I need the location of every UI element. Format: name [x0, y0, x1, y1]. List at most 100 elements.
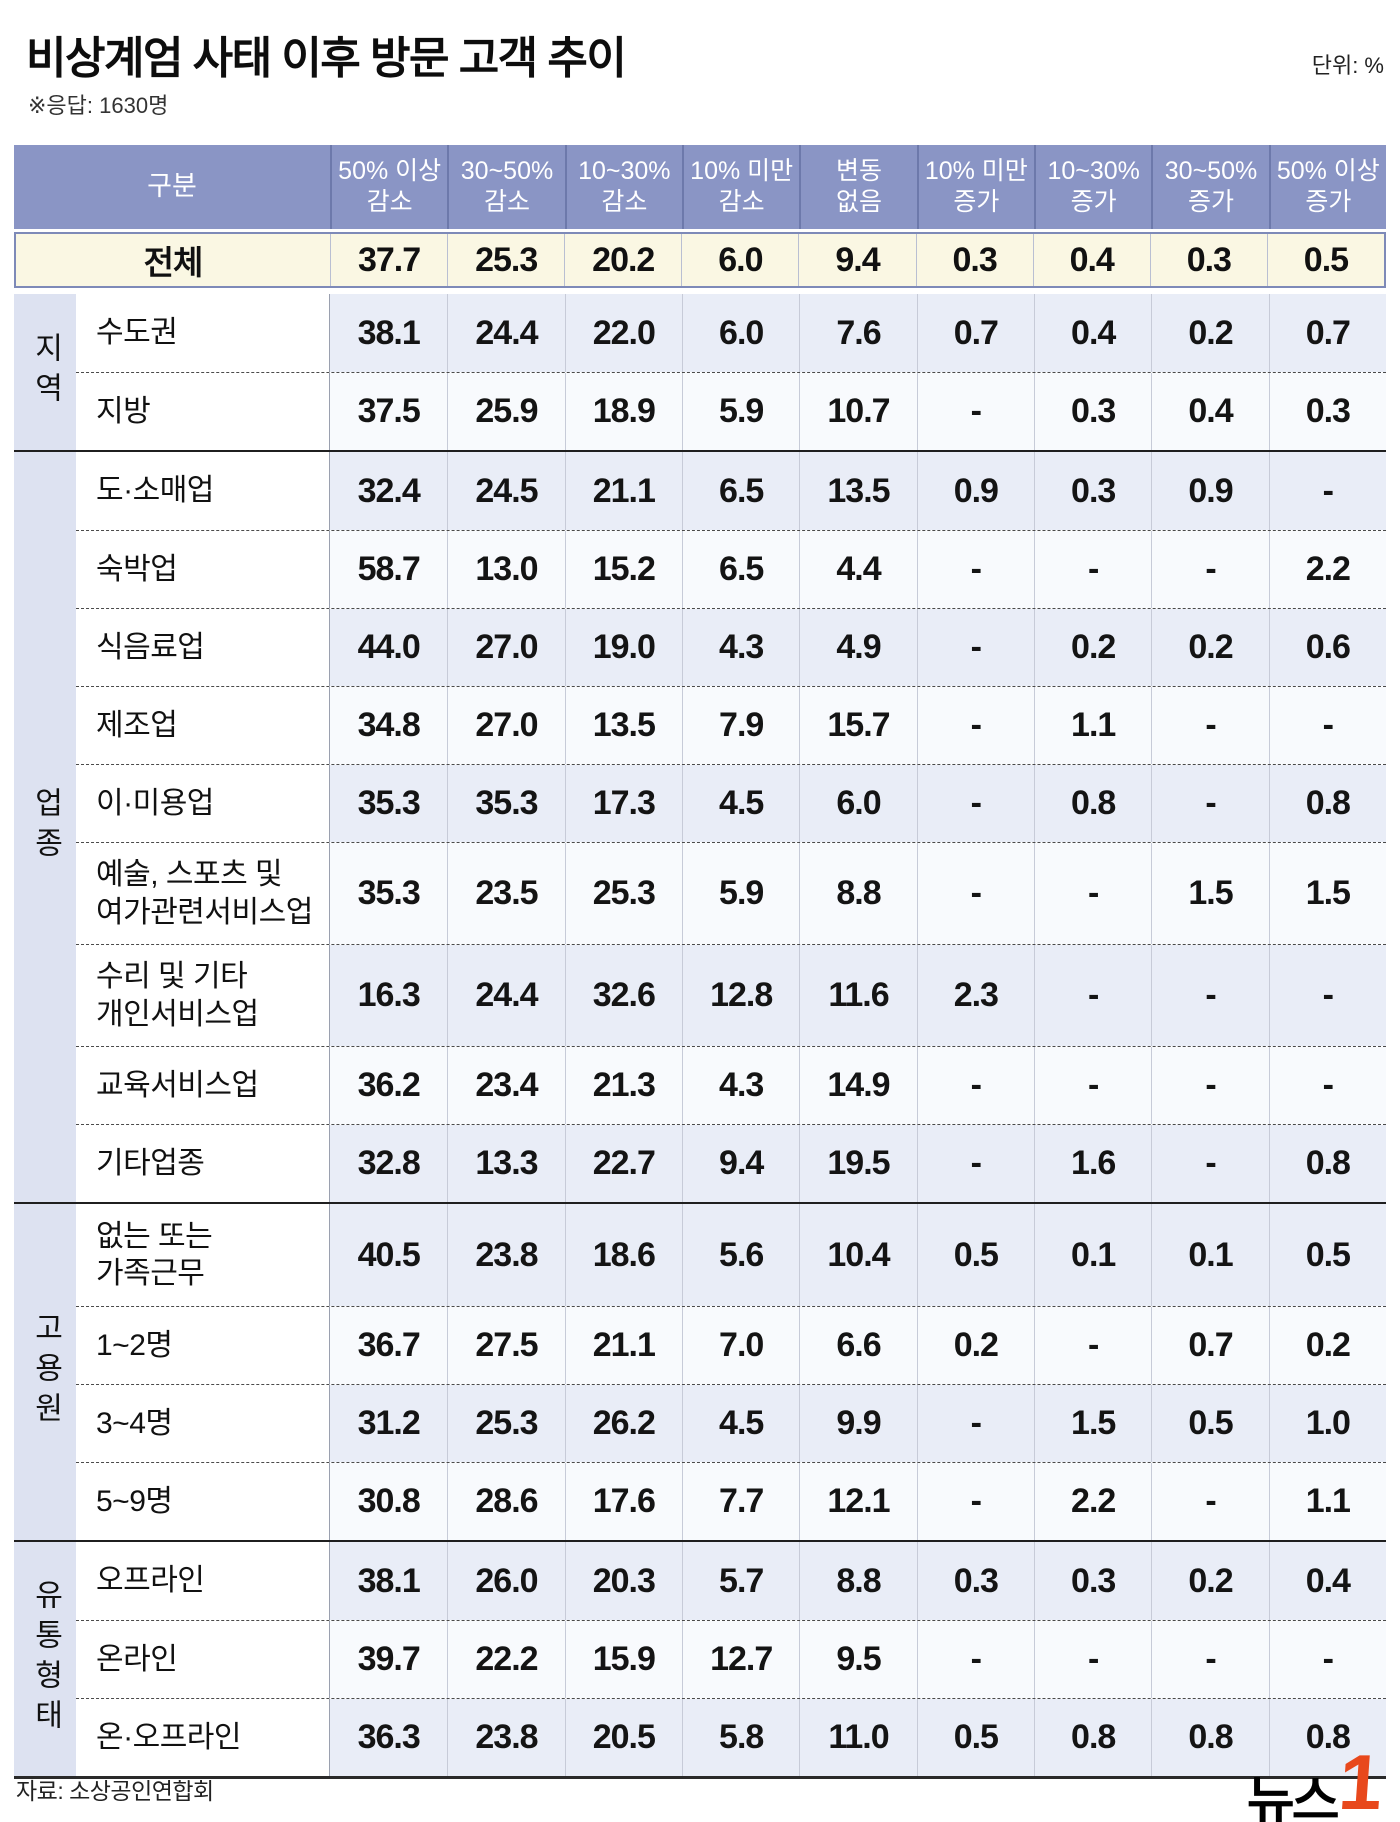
value-cell: 1.1 — [1268, 1463, 1386, 1540]
value-cell: 6.5 — [682, 531, 800, 608]
row-label: 제조업 — [76, 687, 330, 764]
group-rows: 오프라인 38.1 26.0 20.3 5.7 8.8 0.3 0.3 0.2 0.4 온라인 39.… — [76, 1542, 1386, 1776]
value-cell: 1.5 — [1268, 843, 1386, 944]
value-cell: - — [1268, 452, 1386, 530]
row-label: 예술, 스포츠 및 여가관련서비스업 — [76, 843, 330, 944]
row-label: 5~9명 — [76, 1463, 330, 1540]
value-cell: 8.8 — [799, 843, 917, 944]
value-cell: 23.5 — [447, 843, 565, 944]
value-cell: 0.6 — [1268, 609, 1386, 686]
value-cell: 26.2 — [564, 1385, 682, 1462]
value-cell: 0.5 — [1151, 1385, 1269, 1462]
total-value-cell: 0.3 — [915, 234, 1033, 286]
value-cell: 13.0 — [447, 531, 565, 608]
header-corner-cell: 구분 — [147, 171, 197, 202]
value-cell: 27.5 — [447, 1307, 565, 1384]
value-cell: 0.4 — [1034, 294, 1152, 372]
header-cell: 50% 이상 감소 — [330, 145, 447, 229]
value-cell: 5.6 — [682, 1204, 800, 1306]
table-group: 지역 수도권 38.1 24.4 22.0 6.0 7.6 0.7 0.4 0.2 0.7 지방 37.… — [14, 294, 1386, 450]
table-group: 유통형태 오프라인 38.1 26.0 20.3 5.7 8.8 0.3 0.3 0.2 0.4 온라… — [14, 1540, 1386, 1779]
row-label: 1~2명 — [76, 1307, 330, 1384]
value-cell: 0.2 — [1034, 609, 1152, 686]
respondents-note: ※응답: 1630명 — [28, 93, 169, 118]
value-cell: 24.4 — [447, 945, 565, 1046]
value-cell: 36.2 — [330, 1047, 448, 1124]
value-cell: - — [916, 1125, 1034, 1202]
value-cell: 0.3 — [1034, 373, 1152, 450]
value-cell: 0.7 — [1268, 294, 1386, 372]
value-cell: 0.3 — [1034, 1542, 1152, 1620]
value-cell: 5.9 — [682, 373, 800, 450]
value-cell: 0.9 — [1151, 452, 1269, 530]
value-cell: 9.9 — [799, 1385, 917, 1462]
value-cell: 19.0 — [564, 609, 682, 686]
value-cell: 23.8 — [447, 1204, 565, 1306]
page-title: 비상계엄 사태 이후 방문 고객 추이 — [26, 34, 627, 83]
total-value-cell: 9.4 — [798, 234, 915, 286]
row-label: 없는 또는 가족근무 — [76, 1204, 330, 1306]
value-cell: 13.5 — [799, 452, 917, 530]
value-cell: 11.0 — [799, 1699, 917, 1776]
value-cell: 10.7 — [799, 373, 917, 450]
group-label: 고용원 — [14, 1204, 76, 1540]
value-cell: 19.5 — [799, 1125, 917, 1202]
value-cell: 23.4 — [447, 1047, 565, 1124]
value-cell: 22.2 — [447, 1621, 565, 1698]
header-cell: 10~30% 감소 — [564, 145, 682, 229]
value-cell: - — [1268, 1621, 1386, 1698]
value-cell: 0.4 — [1268, 1542, 1386, 1620]
value-cell: 39.7 — [330, 1621, 448, 1698]
value-cell: 6.0 — [682, 294, 800, 372]
value-cell: 11.6 — [799, 945, 917, 1046]
value-cell: 32.8 — [330, 1125, 448, 1202]
value-cell: 8.8 — [799, 1542, 917, 1620]
value-cell: 15.7 — [799, 687, 917, 764]
value-cell: 12.1 — [799, 1463, 917, 1540]
value-cell: 5.8 — [682, 1699, 800, 1776]
news1-logo: 뉴스 1 — [1247, 1738, 1385, 1822]
value-cell: 15.9 — [564, 1621, 682, 1698]
value-cell: 38.1 — [330, 294, 448, 372]
table-row: 식음료업 44.0 27.0 19.0 4.3 4.9-0.2 0.2 0.6 — [76, 608, 1386, 686]
value-cell: 30.8 — [330, 1463, 448, 1540]
value-cell: - — [916, 765, 1034, 842]
value-cell: 9.5 — [799, 1621, 917, 1698]
value-cell: 18.9 — [564, 373, 682, 450]
value-cell: - — [1151, 945, 1269, 1046]
value-cell: 25.9 — [447, 373, 565, 450]
table-row: 숙박업 58.7 13.0 15.2 6.5 4.4- - -2.2 — [76, 530, 1386, 608]
value-cell: - — [916, 843, 1034, 944]
value-cell: 4.4 — [799, 531, 917, 608]
row-label: 수리 및 기타 개인서비스업 — [76, 945, 330, 1046]
group-label: 업종 — [14, 452, 76, 1202]
value-cell: 32.6 — [564, 945, 682, 1046]
table-group: 고용원 없는 또는 가족근무 40.5 23.8 18.6 5.6 10.4 0.5 0.1 0.… — [14, 1202, 1386, 1540]
total-row: 전체 37.7 25.3 20.2 6.0 9.4 0.3 0.4 0.3 0.5 — [14, 232, 1386, 288]
value-cell: - — [916, 1621, 1034, 1698]
value-cell: 0.3 — [916, 1542, 1034, 1620]
value-cell: - — [916, 1047, 1034, 1124]
total-value-cell: 6.0 — [681, 234, 798, 286]
value-cell: - — [1034, 1621, 1152, 1698]
value-cell: 0.1 — [1034, 1204, 1152, 1306]
value-cell: 2.2 — [1268, 531, 1386, 608]
value-cell: 36.3 — [330, 1699, 448, 1776]
value-cell: 1.0 — [1268, 1385, 1386, 1462]
value-cell: 38.1 — [330, 1542, 448, 1620]
value-cell: - — [1034, 945, 1152, 1046]
row-label: 기타업종 — [76, 1125, 330, 1202]
value-cell: 6.0 — [799, 765, 917, 842]
value-cell: 0.4 — [1151, 373, 1269, 450]
row-label: 식음료업 — [76, 609, 330, 686]
value-cell: 4.3 — [682, 609, 800, 686]
value-cell: 7.9 — [682, 687, 800, 764]
value-cell: - — [916, 531, 1034, 608]
value-cell: 35.3 — [330, 843, 448, 944]
total-value-cell: 20.2 — [564, 234, 681, 286]
value-cell: 21.3 — [564, 1047, 682, 1124]
total-row-label: 전체 — [143, 244, 204, 281]
value-cell: 0.3 — [1268, 373, 1386, 450]
value-cell: - — [1151, 1047, 1269, 1124]
